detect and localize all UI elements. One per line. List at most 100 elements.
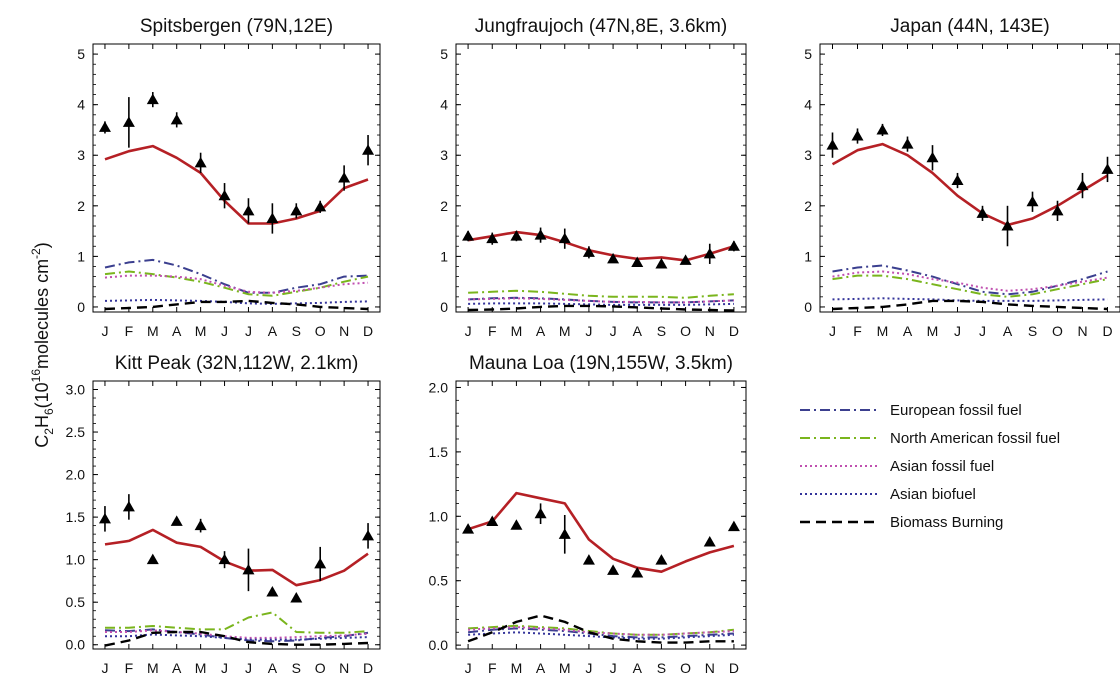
y-tick-label: 2: [440, 198, 448, 214]
y-tick-label: 0.5: [66, 594, 86, 610]
observation-marker: [851, 130, 864, 141]
plot-frame: [92, 380, 381, 650]
x-tick-label: J: [245, 660, 252, 676]
observation-marker: [194, 519, 207, 531]
observation-marker: [876, 123, 889, 135]
observation-marker: [314, 557, 327, 569]
observation-marker: [901, 138, 914, 149]
x-tick-label: M: [195, 660, 207, 676]
observation-marker: [607, 564, 620, 575]
observation-marker: [98, 121, 111, 132]
observation-marker: [510, 519, 523, 530]
x-tick-label: N: [705, 323, 715, 339]
observation-marker: [122, 116, 135, 127]
x-tick-label: J: [610, 660, 617, 676]
chart-panel-4: Mauna Loa (19N,155W, 3.5km) 0.0 0.5 1.0 1.5 2…: [429, 353, 747, 676]
y-tick-label: 0.5: [429, 573, 449, 589]
y-tick-label: 0: [804, 299, 812, 315]
observation-marker: [510, 230, 523, 241]
y-tick-label: 1: [440, 248, 448, 264]
observation-marker: [607, 252, 620, 264]
x-tick-label: O: [680, 323, 691, 339]
observation-marker: [1051, 204, 1064, 216]
x-tick-label: A: [1003, 323, 1013, 339]
observation-marker: [290, 591, 303, 603]
series-line-5: [104, 630, 369, 647]
legend-item-1: North American fossil fuel: [800, 430, 1060, 447]
observation-marker: [1026, 195, 1039, 207]
x-tick-label: J: [954, 323, 961, 339]
chart-panel-3: Kitt Peak (32N,112W, 2.1km) 0.0 0.5 1.0 1.5 2…: [66, 353, 381, 676]
observation-marker: [122, 500, 135, 512]
y-tick-label: 4: [804, 97, 812, 113]
x-tick-label: J: [465, 660, 472, 676]
series-line-4: [468, 631, 734, 640]
legend-item-3: Asian biofuel: [800, 486, 976, 503]
x-tick-label: F: [488, 323, 497, 339]
observation-marker: [242, 563, 255, 575]
x-tick-label: J: [101, 323, 108, 339]
x-tick-label: D: [729, 323, 739, 339]
y-tick-label: 3: [77, 147, 85, 163]
x-tick-label: D: [729, 660, 739, 676]
plot-frame: [819, 43, 1120, 313]
series-line-1: [832, 264, 1108, 296]
chart-title: Kitt Peak (32N,112W, 2.1km): [115, 353, 359, 374]
observation-marker: [486, 232, 499, 244]
observation-marker: [679, 254, 692, 265]
series-line-4: [468, 302, 734, 306]
series-line-3: [468, 626, 734, 636]
x-tick-label: S: [292, 323, 301, 339]
observation-marker: [242, 204, 255, 216]
y-tick-label: 2: [77, 198, 85, 214]
y-tick-label: 3: [440, 147, 448, 163]
observation-marker: [194, 156, 207, 168]
x-tick-label: J: [221, 660, 228, 676]
series-line-0: [104, 528, 369, 587]
observation-marker: [462, 523, 475, 534]
y-tick-label: 1.5: [429, 444, 449, 460]
series-line-0: [467, 230, 735, 262]
legend: European fossil fuel North American fossi…: [800, 402, 1060, 531]
x-tick-label: A: [633, 660, 643, 676]
x-tick-label: M: [511, 660, 523, 676]
x-tick-label: J: [101, 660, 108, 676]
observation-marker: [362, 144, 375, 155]
y-tick-label: 5: [440, 46, 448, 62]
legend-label: Asian biofuel: [890, 486, 976, 503]
y-tick-label: 2.0: [429, 379, 449, 395]
series-line-1: [104, 258, 369, 294]
series-line-3: [105, 629, 369, 639]
chart-title: Japan (44N, 143E): [890, 16, 1050, 37]
x-tick-label: O: [1052, 323, 1063, 339]
observation-marker: [727, 520, 740, 532]
x-tick-label: S: [292, 660, 301, 676]
x-tick-label: M: [147, 660, 159, 676]
y-tick-label: 3.0: [66, 382, 86, 398]
observation-marker: [338, 172, 351, 183]
observation-marker: [314, 200, 327, 212]
observation-marker: [290, 204, 303, 216]
x-tick-label: A: [268, 323, 278, 339]
observation-marker: [655, 257, 668, 269]
observation-marker: [655, 554, 668, 565]
observation-marker: [266, 212, 279, 223]
y-tick-label: 0.0: [66, 637, 86, 653]
x-tick-label: J: [585, 323, 592, 339]
x-tick-label: S: [657, 323, 666, 339]
observation-marker: [146, 93, 159, 105]
series-line-5: [468, 304, 734, 312]
series-line-0: [467, 491, 735, 573]
observation-marker: [826, 139, 839, 150]
observation-marker: [218, 553, 231, 565]
x-tick-label: M: [511, 323, 523, 339]
observation-marker: [703, 536, 716, 547]
x-tick-label: M: [147, 323, 159, 339]
observation-marker: [170, 113, 183, 125]
x-tick-label: M: [559, 660, 571, 676]
legend-label: North American fossil fuel: [890, 430, 1060, 447]
x-tick-label: O: [315, 323, 326, 339]
